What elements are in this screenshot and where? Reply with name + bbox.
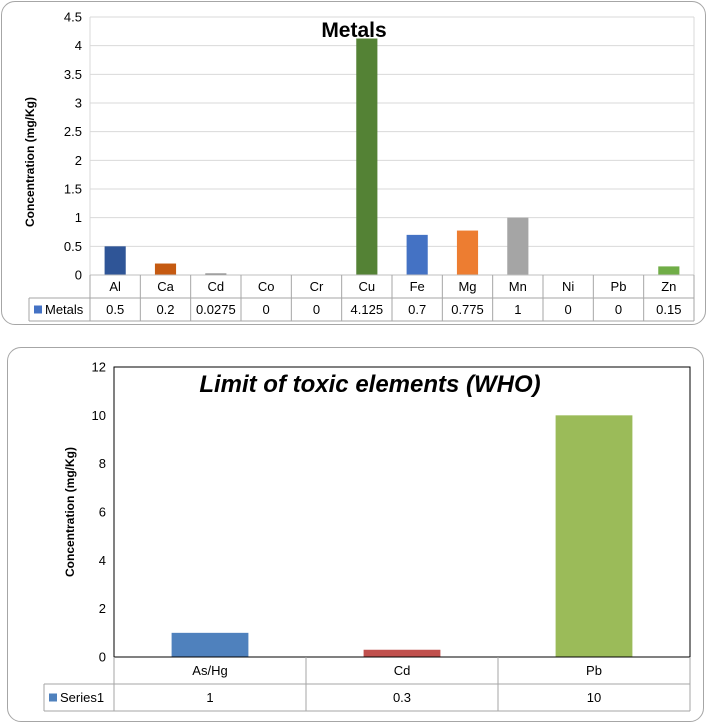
metals-category-label: Fe <box>410 279 425 294</box>
metals-value-label: 0.7 <box>408 302 426 317</box>
who-y-tick-label: 6 <box>99 505 106 520</box>
metals-chart-title: Metals <box>321 19 386 42</box>
who-y-axis-label: Concentration (mg/Kg) <box>63 447 77 577</box>
metals-bar-mg <box>456 230 479 275</box>
metals-y-axis-label: Concentration (mg/Kg) <box>23 97 37 227</box>
metals-y-tick-label: 1 <box>75 210 82 225</box>
who-bar-pb <box>555 415 633 657</box>
metals-legend-key <box>34 305 42 314</box>
who-y-tick-label: 12 <box>92 360 106 375</box>
who-y-tick-label: 10 <box>92 408 106 423</box>
who-bar-cd <box>363 649 441 657</box>
metals-y-tick-label: 3.5 <box>64 67 82 82</box>
metals-y-tick-label: 3 <box>75 96 82 111</box>
metals-y-tick-label: 4 <box>75 38 82 53</box>
who-value-label: 10 <box>587 690 601 705</box>
who-value-label: 1 <box>206 690 213 705</box>
metals-category-label: Al <box>109 279 121 294</box>
metals-category-label: Zn <box>661 279 676 294</box>
metals-bar-fe <box>406 234 428 275</box>
metals-y-tick-label: 2 <box>75 153 82 168</box>
metals-category-label: Mn <box>509 279 527 294</box>
metals-y-tick-label: 0.5 <box>64 239 82 254</box>
metals-category-label: Ca <box>157 279 174 294</box>
who-value-label: 0.3 <box>393 690 411 705</box>
metals-bar-zn <box>658 266 680 275</box>
metals-value-label: 0 <box>565 302 572 317</box>
metals-value-label: 4.125 <box>351 302 384 317</box>
who-legend-series-name: Series1 <box>60 690 104 705</box>
metals-bar-ca <box>154 263 177 275</box>
metals-category-label: Pb <box>611 279 627 294</box>
metals-category-label: Cr <box>310 279 324 294</box>
metals-value-label: 0 <box>615 302 622 317</box>
metals-category-label: Ni <box>562 279 574 294</box>
metals-value-label: 1 <box>514 302 521 317</box>
metals-bar-al <box>104 246 126 275</box>
metals-bar-cu <box>356 38 378 275</box>
who-chart-title: Limit of toxic elements (WHO) <box>199 371 540 398</box>
who-limits-chart: 0 2 4 6 8 10 12 As/Hg 1 Cd 0.3 Pb 10 Series1 Concent… <box>43 360 691 712</box>
metals-value-label: 0 <box>263 302 270 317</box>
metals-bar-cd <box>205 273 227 275</box>
metals-chart: 0 0.5 1 1.5 2 2.5 3 3.5 4 4.5 Al 0.5 Ca 0.2 Cd 0.0275 C… <box>23 10 695 322</box>
who-y-tick-label: 8 <box>99 456 106 471</box>
metals-legend-series-name: Metals <box>45 302 84 317</box>
metals-y-tick-label: 1.5 <box>64 182 82 197</box>
metals-value-label: 0.15 <box>656 302 681 317</box>
metals-y-tick-label: 2.5 <box>64 124 82 139</box>
who-legend-key <box>49 693 57 702</box>
who-bar-as-hg <box>171 632 249 657</box>
who-y-tick-label: 4 <box>99 553 106 568</box>
metals-bar-mn <box>507 217 529 275</box>
who-category-label: Cd <box>394 663 411 678</box>
who-y-tick-label: 2 <box>99 601 106 616</box>
who-y-tick-label: 0 <box>99 650 106 665</box>
metals-value-label: 0.5 <box>106 302 124 317</box>
metals-y-tick-label: 4.5 <box>64 10 82 25</box>
metals-category-label: Mg <box>458 279 476 294</box>
metals-category-label: Cu <box>359 279 376 294</box>
metals-value-label: 0.775 <box>451 302 484 317</box>
who-category-label: Pb <box>586 663 602 678</box>
who-category-label: As/Hg <box>192 663 227 678</box>
metals-value-label: 0.0275 <box>196 302 236 317</box>
metals-value-label: 0.2 <box>156 302 174 317</box>
metals-y-tick-label: 0 <box>75 268 82 283</box>
metals-category-label: Cd <box>208 279 225 294</box>
metals-category-label: Co <box>258 279 275 294</box>
metals-value-label: 0 <box>313 302 320 317</box>
